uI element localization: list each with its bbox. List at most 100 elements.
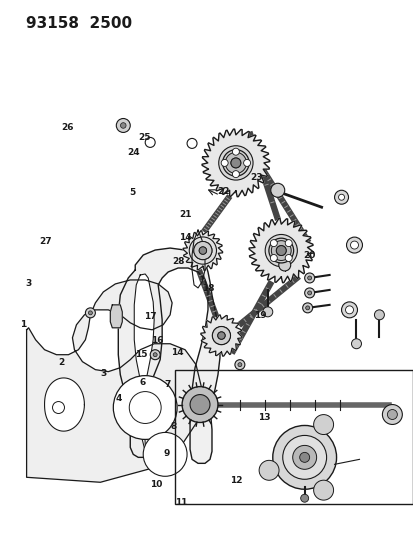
Circle shape bbox=[232, 148, 239, 155]
Circle shape bbox=[193, 241, 211, 260]
Polygon shape bbox=[202, 129, 269, 197]
Circle shape bbox=[292, 446, 316, 470]
Text: 14: 14 bbox=[171, 348, 183, 357]
Circle shape bbox=[346, 237, 362, 253]
Circle shape bbox=[285, 240, 292, 247]
Text: 93158  2500: 93158 2500 bbox=[26, 16, 131, 31]
Circle shape bbox=[199, 247, 206, 254]
Text: 3: 3 bbox=[100, 369, 106, 378]
Polygon shape bbox=[249, 219, 313, 282]
Circle shape bbox=[193, 241, 211, 260]
Circle shape bbox=[341, 302, 357, 318]
Text: 26: 26 bbox=[61, 123, 74, 132]
Polygon shape bbox=[45, 378, 84, 431]
Circle shape bbox=[270, 183, 284, 197]
Text: 12: 12 bbox=[230, 475, 242, 484]
Circle shape bbox=[272, 425, 336, 489]
Circle shape bbox=[234, 360, 244, 370]
Text: 25: 25 bbox=[138, 133, 150, 142]
Circle shape bbox=[218, 146, 252, 180]
Circle shape bbox=[270, 255, 277, 262]
Circle shape bbox=[153, 353, 157, 357]
Text: 13: 13 bbox=[257, 414, 270, 422]
Circle shape bbox=[278, 246, 290, 258]
Circle shape bbox=[304, 273, 314, 283]
Circle shape bbox=[268, 238, 293, 263]
Circle shape bbox=[350, 241, 358, 249]
Circle shape bbox=[243, 159, 250, 166]
Circle shape bbox=[230, 158, 240, 168]
Circle shape bbox=[304, 288, 314, 298]
Text: 2: 2 bbox=[59, 358, 65, 367]
Text: 18: 18 bbox=[201, 284, 214, 293]
Circle shape bbox=[299, 453, 309, 462]
Circle shape bbox=[334, 190, 348, 204]
Text: 15: 15 bbox=[134, 350, 147, 359]
Bar bbox=[175, 370, 412, 504]
Circle shape bbox=[307, 291, 311, 295]
Circle shape bbox=[282, 435, 326, 479]
Polygon shape bbox=[200, 315, 242, 356]
Text: 10: 10 bbox=[150, 480, 162, 489]
Circle shape bbox=[190, 394, 209, 415]
Circle shape bbox=[351, 339, 361, 349]
Circle shape bbox=[217, 332, 225, 340]
Text: 17: 17 bbox=[143, 312, 156, 321]
Text: 7: 7 bbox=[164, 380, 171, 389]
Circle shape bbox=[313, 415, 333, 434]
Circle shape bbox=[225, 152, 246, 173]
Circle shape bbox=[232, 171, 239, 177]
Polygon shape bbox=[134, 274, 154, 449]
Circle shape bbox=[275, 246, 285, 255]
Circle shape bbox=[88, 311, 92, 315]
Text: 9: 9 bbox=[163, 449, 169, 458]
Circle shape bbox=[212, 327, 230, 345]
Circle shape bbox=[387, 409, 396, 419]
Circle shape bbox=[278, 259, 290, 271]
Circle shape bbox=[199, 247, 206, 254]
Circle shape bbox=[221, 159, 228, 166]
Circle shape bbox=[338, 194, 344, 200]
Text: 11: 11 bbox=[175, 498, 187, 507]
Circle shape bbox=[230, 158, 240, 168]
Circle shape bbox=[259, 461, 278, 480]
Text: 14: 14 bbox=[179, 233, 191, 242]
Circle shape bbox=[182, 386, 217, 423]
Circle shape bbox=[222, 150, 249, 176]
Circle shape bbox=[275, 246, 285, 255]
Text: 22: 22 bbox=[217, 187, 229, 196]
Circle shape bbox=[313, 480, 333, 500]
Circle shape bbox=[305, 306, 309, 310]
Circle shape bbox=[300, 494, 308, 502]
Text: 23: 23 bbox=[250, 173, 262, 182]
Text: 3: 3 bbox=[26, 279, 32, 288]
Circle shape bbox=[189, 237, 216, 264]
Circle shape bbox=[113, 376, 177, 439]
Circle shape bbox=[52, 401, 64, 414]
Circle shape bbox=[120, 123, 126, 128]
Circle shape bbox=[307, 276, 311, 280]
Circle shape bbox=[285, 255, 292, 262]
Circle shape bbox=[302, 303, 312, 313]
Circle shape bbox=[212, 327, 230, 345]
Circle shape bbox=[116, 118, 130, 133]
Text: 28: 28 bbox=[172, 257, 185, 265]
Text: 1: 1 bbox=[20, 320, 26, 329]
Text: 6: 6 bbox=[140, 378, 146, 387]
Text: 20: 20 bbox=[302, 252, 315, 261]
Polygon shape bbox=[118, 248, 219, 463]
Text: 21: 21 bbox=[179, 210, 191, 219]
Circle shape bbox=[382, 405, 401, 424]
Text: 19: 19 bbox=[254, 311, 266, 320]
Circle shape bbox=[150, 350, 160, 360]
Circle shape bbox=[85, 308, 95, 318]
Circle shape bbox=[237, 362, 241, 367]
Circle shape bbox=[270, 240, 277, 247]
Circle shape bbox=[345, 306, 353, 314]
Circle shape bbox=[271, 241, 290, 261]
Text: 24: 24 bbox=[127, 148, 140, 157]
Text: 4: 4 bbox=[115, 394, 121, 403]
Circle shape bbox=[265, 235, 297, 266]
Circle shape bbox=[143, 432, 187, 477]
Polygon shape bbox=[26, 280, 202, 482]
